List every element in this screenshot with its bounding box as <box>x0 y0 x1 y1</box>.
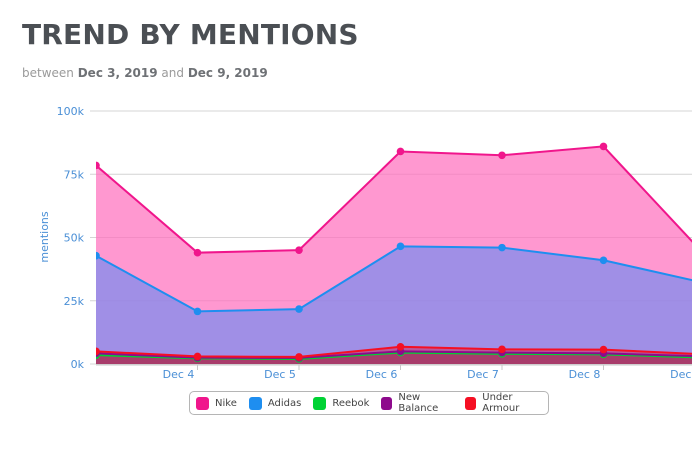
adidas-point[interactable] <box>498 243 506 252</box>
legend-swatch <box>196 396 209 410</box>
x-tick-label: Dec 6 <box>366 368 398 381</box>
subtitle-mid: and <box>161 66 184 80</box>
nike-point[interactable] <box>599 142 608 151</box>
legend-label: Reebok <box>332 397 370 409</box>
x-tick-label: Dec 5 <box>264 368 296 381</box>
legend-item-reebok[interactable]: Reebok <box>313 396 370 410</box>
under-armour-point[interactable] <box>498 345 506 354</box>
legend-label: Under Armour <box>482 392 520 414</box>
end-date: Dec 9, 2019 <box>187 66 268 80</box>
legend-swatch <box>248 396 262 410</box>
under-armour-point[interactable] <box>396 342 405 351</box>
legend-item-new-balance[interactable]: New Balance <box>381 392 453 414</box>
x-tick-label: Dec 4 <box>163 368 195 381</box>
adidas-point[interactable] <box>396 242 405 251</box>
x-tick-label: Dec 8 <box>569 368 601 381</box>
y-axis-label: mentions <box>38 211 51 263</box>
series-layer <box>92 142 692 364</box>
under-armour-point[interactable] <box>193 352 202 361</box>
adidas-area <box>96 246 692 364</box>
nike-point[interactable] <box>295 246 303 254</box>
legend-label: Adidas <box>267 397 302 409</box>
adidas-point[interactable] <box>193 307 202 316</box>
legend-swatch <box>381 396 393 410</box>
date-range-subtitle: between Dec 3, 2019 and Dec 9, 2019 <box>22 66 268 80</box>
under-armour-area <box>96 346 692 364</box>
adidas-point[interactable] <box>599 256 608 265</box>
y-tick-label: 75k <box>64 168 85 181</box>
chart-title: TREND BY MENTIONS <box>22 18 359 51</box>
y-tick-label: 50k <box>64 232 85 245</box>
nike-point[interactable] <box>396 147 405 156</box>
y-tick-label: 25k <box>64 295 85 308</box>
x-tick-label: Dec 9 <box>670 368 692 381</box>
chart-legend: Nike Adidas Reebok New Balance Under Armour <box>189 391 549 415</box>
under-armour-point[interactable] <box>92 347 100 356</box>
nike-point[interactable] <box>498 151 506 160</box>
under-armour-point[interactable] <box>295 353 303 361</box>
legend-item-adidas[interactable]: Adidas <box>248 396 302 410</box>
legend-label: New Balance <box>398 392 439 414</box>
adidas-point[interactable] <box>295 305 303 313</box>
legend-swatch <box>465 396 477 410</box>
nike-point[interactable] <box>193 248 202 257</box>
legend-item-under-armour[interactable]: Under Armour <box>465 392 542 414</box>
start-date: Dec 3, 2019 <box>77 66 158 80</box>
y-tick-label: 100k <box>57 105 85 118</box>
legend-label: Nike <box>215 397 237 409</box>
nike-point[interactable] <box>92 161 100 170</box>
subtitle-prefix: between <box>22 66 74 80</box>
legend-swatch <box>313 396 327 410</box>
legend-item-nike[interactable]: Nike <box>196 396 237 410</box>
adidas-point[interactable] <box>92 251 100 260</box>
x-tick-label: Dec 7 <box>467 368 499 381</box>
under-armour-point[interactable] <box>599 345 608 354</box>
y-tick-label: 0k <box>71 358 85 371</box>
